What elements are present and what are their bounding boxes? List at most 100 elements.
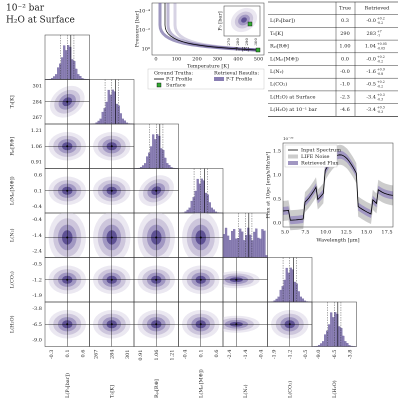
histogram-bar [261, 229, 264, 258]
x-tick-label: 300 [213, 57, 223, 63]
title-pressure: 10⁻² bar [6, 4, 45, 14]
histogram-bar [166, 163, 169, 169]
truth-point [155, 323, 158, 326]
x-tick-label: -0.3 [49, 350, 55, 360]
histogram-bar [200, 178, 203, 214]
truth-point [155, 278, 158, 281]
histogram-bar [342, 335, 345, 347]
y-tick-label: -0.5 [32, 262, 42, 268]
histogram-bar [251, 240, 254, 258]
corner-cell [89, 212, 135, 258]
histogram-bar [117, 105, 120, 125]
histogram-bar [328, 324, 331, 347]
legend-label: Retrieved Flux [301, 161, 339, 167]
histogram-bar [275, 298, 278, 303]
histogram-bar [224, 227, 228, 258]
corner-cell [133, 212, 179, 258]
x-tick-label: 0.6 [214, 350, 220, 358]
corner-cell [267, 301, 313, 347]
x-tick-label: 267 [94, 350, 100, 360]
truth-point [155, 189, 158, 192]
histogram-bar [230, 231, 234, 258]
histogram-bar [121, 118, 124, 125]
x-tick-label: 15.0 [361, 230, 372, 236]
cell-frame [311, 301, 357, 347]
inset-frame [223, 5, 261, 37]
table-cell: -1.0 [340, 82, 350, 88]
inset-y-label: P₀ [bar] [218, 11, 224, 30]
corner-cell [44, 301, 90, 347]
histogram-bar [67, 45, 70, 80]
truth-point [288, 323, 291, 326]
spectrum-frame [282, 142, 394, 228]
table-cell: L(N₂) [270, 68, 284, 75]
x-tick-label: 400 [233, 57, 243, 63]
table-cell: 290 [340, 31, 350, 37]
y-tick-label: 0.1 [34, 188, 42, 194]
histogram-bar [152, 134, 155, 169]
truth-point [66, 100, 69, 103]
histogram-bar [103, 108, 106, 125]
x-tick-label: 100 [172, 57, 182, 63]
corner-cell [133, 123, 179, 169]
table-cell: T₀[K] [270, 31, 283, 37]
histogram-bar [322, 341, 325, 347]
histogram-bar [57, 67, 60, 80]
y-axis-label: L(H₂O) [9, 315, 16, 333]
histogram-bar [233, 229, 236, 258]
y-axis-label: L(Mₚₗ[M⊕]) [9, 176, 16, 205]
pt-legend-box [147, 68, 265, 90]
legend-label: P-T Profile [226, 77, 252, 83]
histogram-bar [281, 286, 284, 303]
inset-truth [247, 21, 253, 27]
histogram-bar [263, 230, 266, 258]
y-tick-label: 10⁻² [139, 28, 150, 34]
x-axis-label: L(CO₂) [286, 381, 293, 398]
inset-x-tick: 300 [253, 38, 258, 46]
histogram-bar [148, 152, 151, 169]
y-axis-label: L(CO₂) [9, 271, 16, 288]
histogram-bar [334, 312, 337, 347]
histogram-bar [301, 298, 305, 303]
pt-frame [151, 2, 265, 56]
x-tick-label: 10.0 [320, 230, 331, 236]
corner-cell [44, 212, 90, 258]
histogram-bar [188, 207, 191, 214]
histogram-bar [208, 202, 211, 214]
y-tick-label: 10⁻⁴ [139, 9, 150, 15]
x-axis-label: L(N₂) [242, 384, 249, 398]
histogram-bar [324, 334, 327, 347]
x-tick-label: 0 [154, 57, 157, 63]
histogram-bar [299, 296, 302, 303]
histogram-bar [228, 240, 232, 258]
truth-point [66, 323, 69, 326]
table-cell: -3.4 [366, 94, 376, 100]
truth-point [66, 189, 69, 192]
x-tick-label: 7.5 [301, 230, 309, 236]
histogram-bar [326, 330, 329, 347]
table-err-minus: -0.2 [377, 21, 383, 25]
x-tick-label: -1.4 [243, 350, 249, 360]
histogram-bar [146, 156, 149, 169]
x-axis-label: Temperature [K] [187, 64, 229, 70]
histogram-bar [77, 74, 80, 80]
histogram-bar [295, 283, 298, 303]
truth-point [110, 323, 113, 326]
inset-x-tick: 270 [226, 38, 231, 46]
y-tick-label: 1.06 [31, 144, 42, 150]
x-tick-label: 284 [109, 350, 115, 360]
x-tick-label: 500 [254, 57, 264, 63]
y-tick-label: 10⁰ [142, 47, 150, 53]
table-err-minus: -0.8 [377, 72, 383, 76]
corner-cell [222, 212, 268, 258]
corner-cell [44, 34, 90, 80]
truth-point [66, 236, 69, 239]
corner-cell [267, 257, 313, 303]
x-tick-label: -6.5 [332, 350, 338, 360]
corner-cell [311, 301, 357, 347]
table-err-plus: +7 [377, 29, 382, 33]
y-tick-label: 0.0 [273, 221, 281, 227]
y-tick-label: 1.0 [273, 173, 281, 179]
histogram-bar [249, 234, 252, 258]
histogram-bar [287, 272, 290, 303]
